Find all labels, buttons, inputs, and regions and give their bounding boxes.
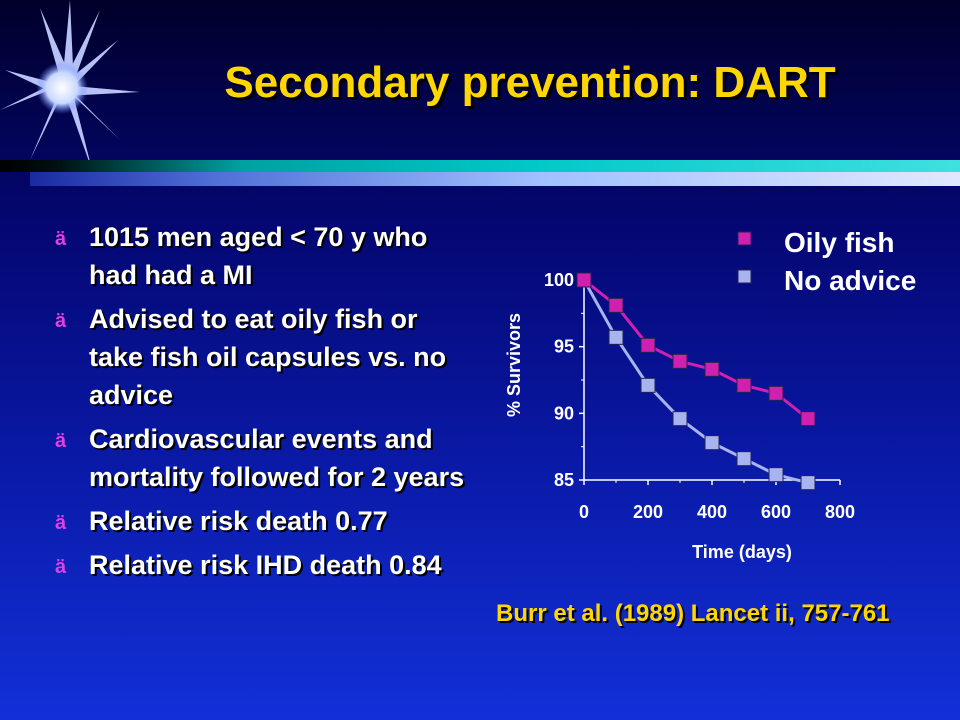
y-tick-label: 95 — [554, 337, 574, 357]
data-point — [800, 475, 816, 491]
data-point — [640, 377, 656, 393]
bullet-text: Relative risk IHD death 0.84 — [89, 550, 442, 580]
bullet-text: Cardiovascular events and mortality foll… — [89, 424, 465, 492]
y-tick-label: 85 — [554, 470, 574, 490]
legend-swatch — [737, 231, 752, 246]
data-point — [704, 435, 720, 451]
bullet-item: ä Relative risk death 0.77 — [55, 502, 475, 540]
data-point — [672, 411, 688, 427]
bullet-text: 1015 men aged < 70 y who had had a MI — [89, 222, 428, 290]
bullet-item: ä Cardiovascular events and mortality fol… — [55, 420, 475, 496]
x-tick-label: 600 — [761, 502, 791, 522]
data-point — [704, 361, 720, 377]
title-divider-light — [30, 172, 960, 186]
bullet-item: ä Relative risk IHD death 0.84 — [55, 546, 475, 584]
legend-swatch — [737, 269, 752, 284]
legend-label: Oily fish — [784, 227, 894, 258]
starburst-icon — [0, 0, 140, 170]
bullet-marker-icon: ä — [55, 556, 67, 578]
data-point — [736, 377, 752, 393]
data-point — [608, 329, 624, 345]
x-tick-label: 400 — [697, 502, 727, 522]
bullet-item: ä Advised to eat oily fish or take fish o… — [55, 300, 475, 414]
data-point — [736, 451, 752, 467]
bullet-marker-icon: ä — [55, 512, 67, 534]
x-tick-label: 800 — [825, 502, 855, 522]
citation: Burr et al. (1989) Lancet ii, 757-761 — [496, 600, 890, 627]
title-divider-dark — [0, 160, 960, 172]
x-tick-label: 200 — [633, 502, 663, 522]
slide-title: Secondary prevention: DART — [224, 58, 836, 107]
data-point — [576, 272, 592, 288]
data-point — [800, 411, 816, 427]
bullet-marker-icon: ä — [55, 310, 67, 332]
data-point — [608, 297, 624, 313]
x-tick-label: 0 — [579, 502, 589, 522]
bullet-item: ä 1015 men aged < 70 y who had had a MI — [55, 218, 475, 294]
x-axis-label: Time (days) — [692, 542, 792, 562]
data-point — [672, 353, 688, 369]
data-point — [768, 385, 784, 401]
bullet-marker-icon: ä — [55, 228, 67, 250]
y-axis-label: % Survivors — [504, 313, 524, 417]
bullet-marker-icon: ä — [55, 430, 67, 452]
survival-chart: 85 90 95 100 0 200 400 600 800 Time (days) % Survi… — [504, 227, 916, 562]
legend-label: No advice — [784, 265, 916, 296]
y-tick-label: 100 — [544, 270, 574, 290]
y-tick-label: 90 — [554, 403, 574, 423]
bullet-text: Advised to eat oily fish or take fish oi… — [89, 304, 447, 410]
bullet-text: Relative risk death 0.77 — [89, 506, 388, 536]
data-point — [640, 337, 656, 353]
bullet-list: ä 1015 men aged < 70 y who had had a MI ä… — [55, 218, 475, 590]
data-point — [768, 467, 784, 483]
